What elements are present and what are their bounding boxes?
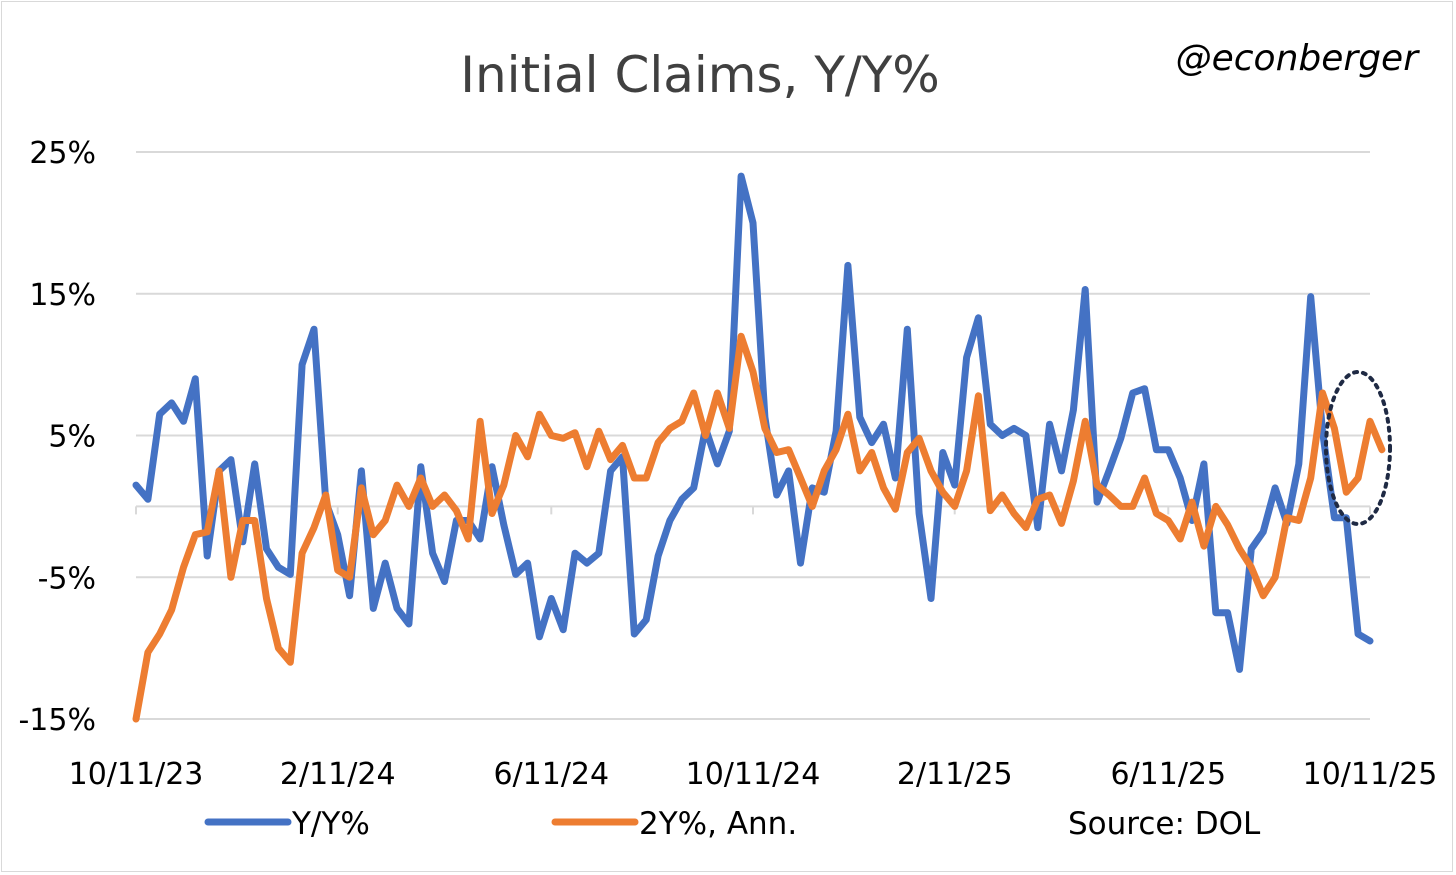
x-tick-label: 2/11/25 — [897, 757, 1013, 792]
x-tick-label: 2/11/24 — [280, 757, 396, 792]
y-tick-label: -15% — [18, 703, 96, 738]
x-tick-label: 10/11/25 — [1303, 757, 1438, 792]
series-lines — [132, 172, 1386, 723]
y-tick-label: -5% — [38, 561, 96, 596]
source-note: Source: DOL — [1068, 806, 1261, 842]
legend: Y/Y% 2Y%, Ann. Source: DOL — [204, 806, 1261, 842]
series-line-2y-ann — [132, 332, 1386, 723]
highlight-ellipse — [1324, 370, 1392, 526]
chart-title: Initial Claims, Y/Y% — [460, 46, 940, 104]
x-tick-label: 6/11/25 — [1110, 757, 1226, 792]
series-line-yy — [132, 172, 1374, 673]
y-tick-label: 25% — [29, 136, 96, 171]
x-tick-label: 10/11/23 — [69, 757, 204, 792]
x-tick-label: 10/11/24 — [686, 757, 821, 792]
x-axis-tick-labels: 10/11/23 2/11/24 6/11/24 10/11/24 2/11/25 6/1… — [69, 757, 1438, 792]
x-tick-label: 6/11/24 — [493, 757, 609, 792]
legend-label-2y: 2Y%, Ann. — [639, 806, 797, 842]
y-tick-label: 15% — [29, 278, 96, 313]
y-tick-label: 5% — [48, 420, 96, 455]
y-axis-tick-labels: 25% 15% 5% -5% -15% — [18, 136, 96, 738]
gridlines — [135, 151, 1371, 720]
author-handle: @econberger — [1176, 38, 1421, 79]
legend-label-yy: Y/Y% — [291, 806, 370, 842]
